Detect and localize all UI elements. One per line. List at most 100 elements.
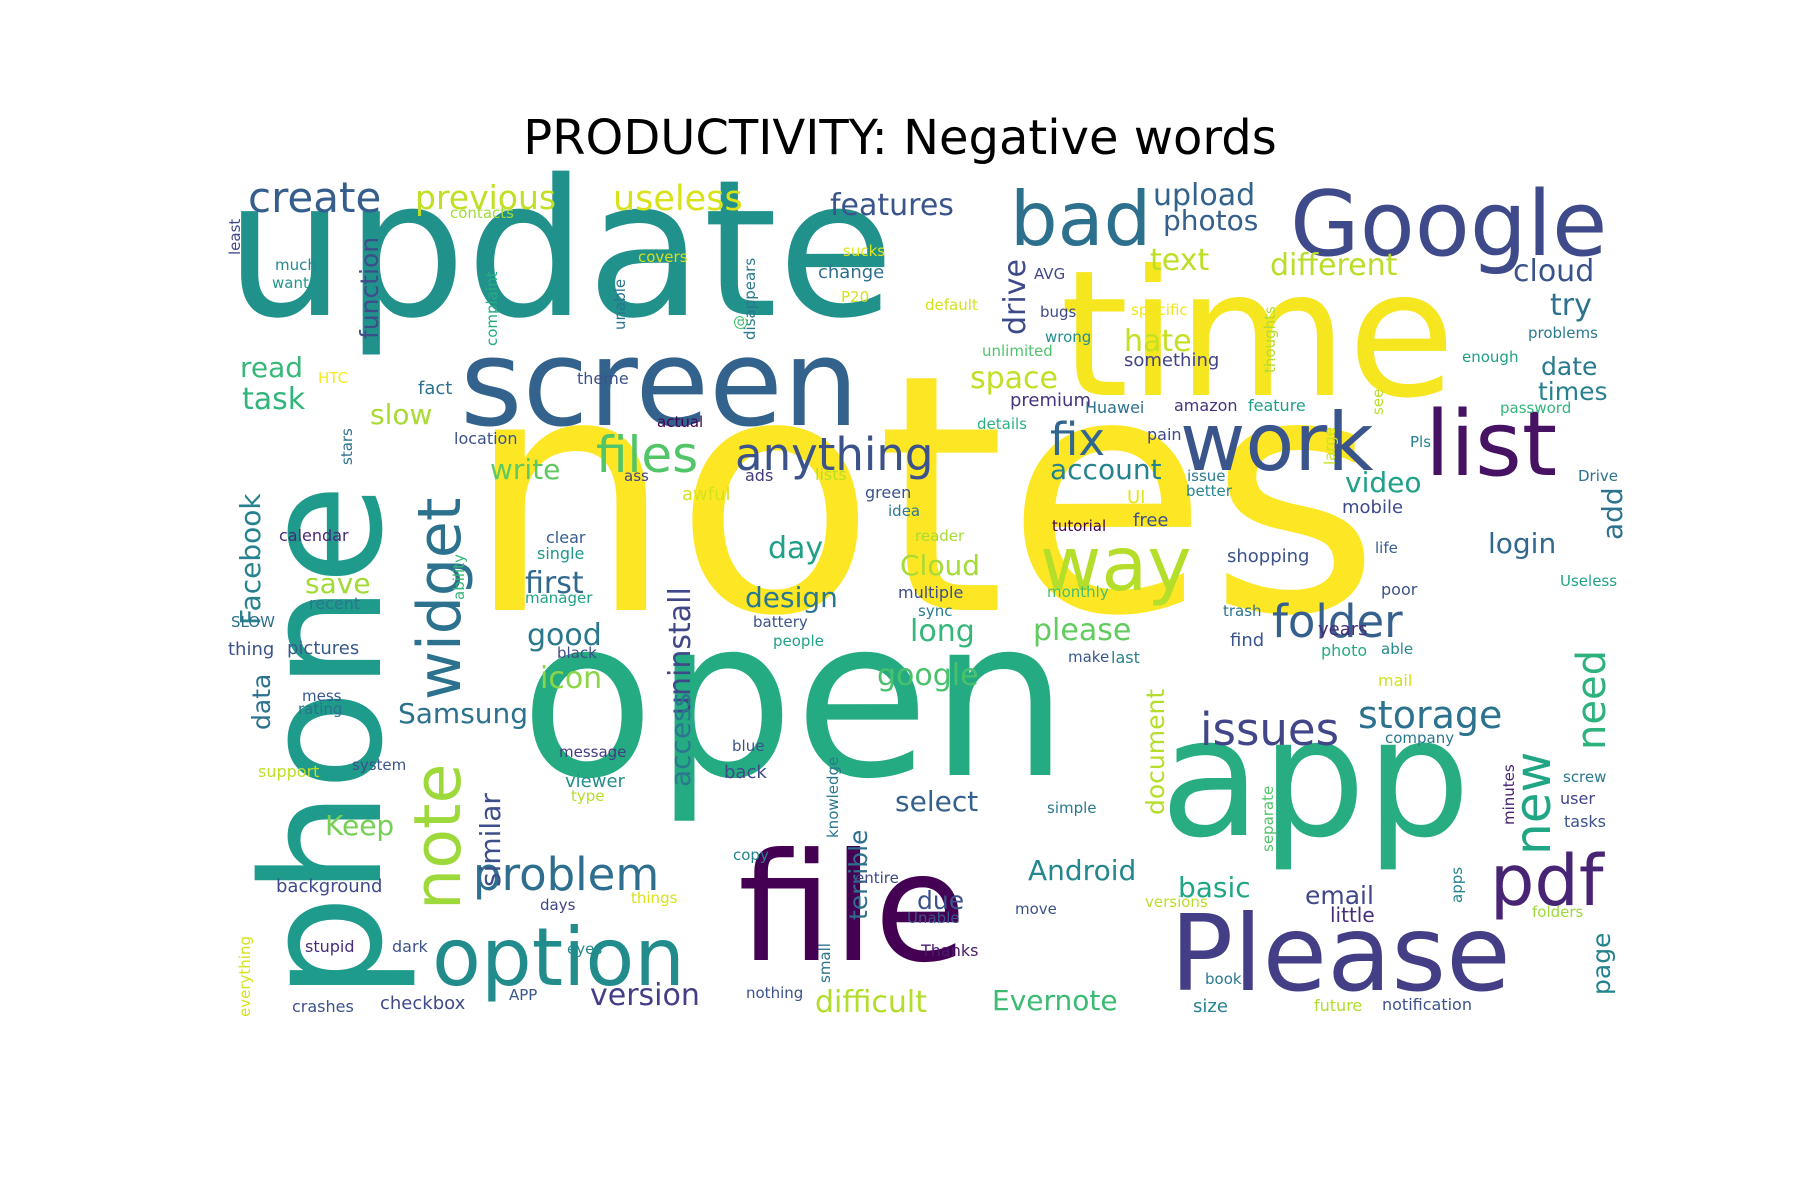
word-unable: unable bbox=[611, 279, 629, 330]
word-people: people bbox=[773, 632, 824, 650]
word-dark: dark bbox=[392, 937, 429, 956]
chart-title: PRODUCTIVITY: Negative words bbox=[523, 110, 1277, 166]
word-cloud: cloud bbox=[1513, 254, 1594, 289]
word-drive: drive bbox=[998, 259, 1033, 335]
word-text: text bbox=[1150, 243, 1209, 278]
word-unlimited: unlimited bbox=[982, 342, 1053, 360]
word-make: make bbox=[1068, 648, 1109, 666]
word-much: much bbox=[275, 256, 317, 274]
word-single: single bbox=[537, 544, 584, 563]
word-life: life bbox=[1375, 539, 1398, 557]
word-actual: actual bbox=[657, 413, 703, 431]
word-knowledge: knowledge bbox=[824, 757, 842, 838]
word-sync: sync bbox=[918, 602, 952, 620]
word-calendar: calendar bbox=[279, 526, 349, 545]
word-icon: icon bbox=[540, 661, 602, 696]
word-note: note bbox=[401, 764, 476, 910]
word-sucks: sucks bbox=[843, 242, 885, 260]
word-app: APP bbox=[509, 986, 537, 1004]
word-little: little bbox=[1330, 903, 1375, 927]
word-slow: slow bbox=[370, 398, 432, 431]
word-apps: apps bbox=[1448, 867, 1466, 903]
word-message: message bbox=[559, 743, 626, 761]
word-details: details bbox=[977, 415, 1027, 433]
word-stupid: stupid bbox=[305, 937, 355, 956]
word-uninstall: uninstall bbox=[663, 587, 698, 715]
word-space: space bbox=[970, 361, 1058, 396]
word-please: please bbox=[1033, 613, 1131, 648]
word-nothing: nothing bbox=[746, 984, 803, 1002]
word-new: new bbox=[1504, 752, 1562, 855]
word-something: something bbox=[1124, 350, 1219, 371]
word-default: default bbox=[925, 296, 978, 314]
word-option: option bbox=[432, 911, 685, 1004]
word-work: work bbox=[1180, 396, 1374, 489]
word-thing: thing bbox=[228, 639, 274, 660]
word-separate: separate bbox=[1259, 786, 1277, 852]
word-huawei: Huawei bbox=[1085, 398, 1144, 417]
word-save: save bbox=[305, 567, 371, 600]
word-design: design bbox=[745, 581, 838, 614]
word-storage: storage bbox=[1358, 693, 1502, 737]
word-viewer: viewer bbox=[565, 771, 626, 792]
word-open: open bbox=[520, 571, 1069, 827]
word-small: small bbox=[816, 943, 834, 983]
word-shopping: shopping bbox=[1227, 546, 1310, 567]
word-fact: fact bbox=[418, 378, 452, 399]
word-specific: specific bbox=[1131, 301, 1188, 319]
word-create: create bbox=[248, 173, 381, 222]
word-anything: anything bbox=[735, 428, 933, 481]
word-better: better bbox=[1186, 482, 1233, 500]
word-useless: Useless bbox=[1560, 572, 1617, 590]
word-mobile: mobile bbox=[1342, 497, 1403, 518]
word-slow: SLOW bbox=[231, 613, 275, 631]
word-drive: Drive bbox=[1578, 467, 1618, 485]
word-pls: Pls bbox=[1410, 433, 1431, 451]
word-unable: Unable bbox=[907, 909, 960, 927]
word-ads: ads bbox=[745, 466, 773, 485]
word-bad: bad bbox=[1010, 175, 1151, 263]
word-issues: issues bbox=[1200, 703, 1339, 756]
word-notification: notification bbox=[1382, 995, 1472, 1014]
word-stars: stars bbox=[338, 428, 356, 465]
word-user: user bbox=[1560, 789, 1595, 808]
word-theme: theme bbox=[577, 369, 629, 388]
word-manager: manager bbox=[525, 589, 593, 607]
word-photo: photo bbox=[1321, 641, 1367, 660]
word-ability: ability bbox=[450, 554, 468, 600]
word-facebook: Facebook bbox=[234, 493, 267, 625]
word-crashes: crashes bbox=[292, 997, 354, 1016]
word-cloud: Cloud bbox=[900, 549, 980, 582]
word-pictures: pictures bbox=[287, 638, 359, 659]
word-entire: entire bbox=[855, 869, 899, 887]
word-update: update bbox=[225, 139, 894, 360]
word-clear: clear bbox=[546, 528, 586, 547]
word-simple: simple bbox=[1047, 799, 1097, 817]
word-basic: basic bbox=[1178, 871, 1251, 904]
word-least: least bbox=[226, 219, 244, 255]
word-find: find bbox=[1230, 630, 1264, 651]
word-problem: problem bbox=[473, 848, 659, 901]
word-tasks: tasks bbox=[1564, 812, 1606, 831]
word-last: last bbox=[1111, 648, 1140, 667]
word-file: file bbox=[738, 822, 966, 996]
word-similar: similar bbox=[474, 793, 507, 887]
word-able: able bbox=[1381, 640, 1413, 658]
word-black: black bbox=[557, 644, 597, 662]
word-see: see bbox=[1369, 389, 1387, 415]
word-large: large bbox=[1321, 427, 1339, 465]
word-upload: upload bbox=[1153, 178, 1255, 213]
word-mess: mess bbox=[302, 687, 342, 705]
word-ass: ass bbox=[624, 467, 649, 485]
word-checkbox: checkbox bbox=[380, 993, 466, 1014]
word-change: change bbox=[818, 262, 884, 283]
word-tutorial: tutorial bbox=[1052, 517, 1106, 535]
word-problems: problems bbox=[1528, 324, 1598, 342]
word-idea: idea bbox=[888, 502, 920, 520]
word-please: Please bbox=[1170, 893, 1511, 1015]
word-bugs: bugs bbox=[1040, 303, 1077, 321]
word-pain: pain bbox=[1147, 425, 1182, 444]
word-premium: premium bbox=[1010, 390, 1091, 411]
word-book: book bbox=[1205, 970, 1242, 988]
word-location: location bbox=[454, 429, 517, 448]
